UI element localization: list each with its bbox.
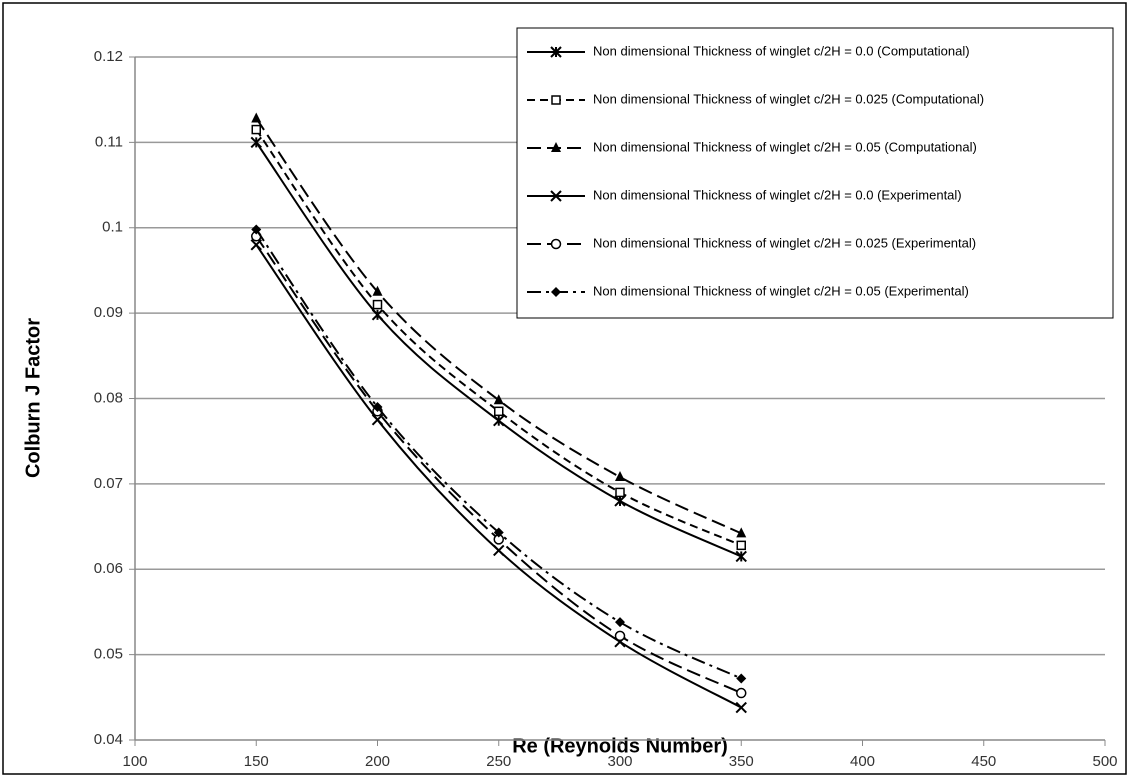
marker: [550, 46, 562, 58]
y-tick-label: 0.11: [95, 133, 123, 150]
x-tick-label: 300: [607, 753, 632, 770]
y-tick-label: 0.04: [94, 731, 123, 748]
marker: [614, 495, 626, 507]
marker: [493, 544, 505, 557]
marker: [736, 687, 747, 699]
marker: [372, 285, 383, 296]
legend-box: [516, 27, 1114, 319]
marker: [615, 471, 625, 482]
y-tick-label: 0.05: [94, 646, 123, 663]
y-tick-label: 0.07: [94, 475, 123, 492]
marker: [251, 112, 262, 123]
marker: [614, 630, 626, 642]
marker: [551, 142, 561, 152]
series-line: [255, 117, 742, 535]
y-axis-title: Colburn J Factor: [22, 318, 44, 478]
legend-label: Non dimensional Thickness of winglet c/2…: [593, 43, 970, 58]
marker: [493, 394, 504, 405]
marker: [735, 550, 747, 563]
marker: [493, 414, 505, 427]
legend-label: Non dimensional Thickness of winglet c/2…: [593, 283, 969, 298]
x-tick-label: 350: [729, 753, 754, 770]
series-line: [255, 228, 742, 680]
x-tick-label: 500: [1092, 753, 1117, 770]
x-axis-title: Re (Reynolds Number): [512, 735, 728, 757]
marker: [372, 299, 383, 310]
marker: [251, 124, 261, 135]
marker: [550, 190, 562, 202]
marker: [371, 414, 384, 426]
x-tick-label: 200: [365, 753, 390, 770]
legend-label: Non dimensional Thickness of winglet c/2…: [593, 235, 976, 250]
y-tick-label: 0.1: [102, 219, 123, 236]
marker: [615, 617, 625, 628]
marker: [551, 287, 561, 297]
marker: [735, 701, 747, 714]
marker: [615, 487, 625, 498]
marker: [493, 527, 504, 538]
legend-label: Non dimensional Thickness of winglet c/2…: [593, 139, 977, 154]
x-tick-label: 150: [244, 753, 269, 770]
x-tick-label: 400: [850, 753, 875, 770]
legend-label: Non dimensional Thickness of winglet c/2…: [593, 187, 962, 202]
marker: [251, 224, 262, 235]
y-tick-label: 0.12: [94, 48, 123, 65]
y-tick-label: 0.09: [94, 304, 123, 321]
x-tick-label: 100: [122, 753, 147, 770]
marker: [736, 673, 747, 684]
legend-label: Non dimensional Thickness of winglet c/2…: [593, 91, 984, 106]
marker: [372, 402, 383, 413]
marker: [551, 95, 561, 105]
series-line: [255, 235, 742, 694]
y-tick-label: 0.06: [94, 560, 123, 577]
y-tick-label: 0.08: [94, 389, 123, 406]
marker: [494, 406, 504, 417]
marker: [371, 309, 384, 321]
marker: [736, 527, 747, 538]
marker: [736, 540, 746, 551]
series-line: [255, 244, 742, 709]
marker: [250, 136, 262, 149]
x-tick-label: 450: [971, 753, 996, 770]
x-tick-label: 250: [486, 753, 511, 770]
marker: [550, 238, 562, 250]
